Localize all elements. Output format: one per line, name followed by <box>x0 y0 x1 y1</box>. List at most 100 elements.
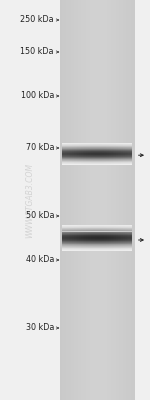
Bar <box>67 245 69 246</box>
Bar <box>72 234 74 235</box>
Bar <box>74 241 76 242</box>
Bar <box>83 250 84 251</box>
Bar <box>88 249 90 250</box>
Bar <box>111 227 113 228</box>
Bar <box>74 246 76 247</box>
Bar <box>104 225 106 226</box>
Bar <box>128 226 130 227</box>
Bar <box>63 226 65 227</box>
Bar <box>113 250 114 251</box>
Bar <box>127 228 129 229</box>
Bar <box>95 225 97 226</box>
Bar <box>100 243 102 244</box>
Bar <box>102 249 104 250</box>
Bar <box>106 244 107 245</box>
Bar <box>86 235 88 236</box>
Bar <box>70 247 72 248</box>
Bar <box>127 248 129 249</box>
Bar <box>111 234 113 235</box>
Bar <box>83 243 84 244</box>
Bar <box>74 227 76 228</box>
Bar <box>118 244 120 245</box>
Bar <box>85 0 87 400</box>
Bar <box>113 236 114 237</box>
Bar <box>92 250 93 251</box>
Bar <box>61 226 63 227</box>
Bar <box>92 237 93 238</box>
Bar <box>65 227 67 228</box>
Bar <box>100 225 102 226</box>
Bar <box>92 247 93 248</box>
Bar <box>116 234 118 235</box>
Bar <box>74 232 76 233</box>
Bar <box>74 234 76 235</box>
Bar <box>67 241 69 242</box>
Bar <box>103 0 105 400</box>
Bar <box>114 239 116 240</box>
Bar <box>69 250 70 251</box>
Bar <box>109 249 111 250</box>
Bar <box>86 242 88 243</box>
Bar <box>118 236 120 237</box>
Bar <box>69 233 70 234</box>
Bar <box>86 231 88 232</box>
Bar <box>77 238 79 239</box>
Bar <box>90 229 92 230</box>
Bar <box>84 234 86 235</box>
Bar <box>67 244 69 245</box>
Bar <box>74 228 76 229</box>
Bar <box>125 240 127 241</box>
Bar <box>114 246 116 247</box>
Bar <box>90 234 92 235</box>
Bar <box>79 241 81 242</box>
Bar <box>97 240 99 241</box>
Bar <box>93 235 95 236</box>
Bar <box>116 225 118 226</box>
Bar <box>81 226 83 227</box>
Bar <box>99 242 100 243</box>
Bar <box>72 238 74 239</box>
Bar <box>86 243 88 244</box>
Bar <box>130 239 132 240</box>
Bar <box>120 236 122 237</box>
Bar <box>120 235 122 236</box>
Bar <box>123 237 125 238</box>
Bar <box>88 237 90 238</box>
Bar <box>93 248 95 249</box>
Bar <box>99 250 100 251</box>
Bar <box>116 237 118 238</box>
Bar <box>70 250 72 251</box>
Bar <box>65 225 67 226</box>
Bar <box>111 242 113 243</box>
Bar <box>93 228 95 229</box>
Bar <box>90 231 92 232</box>
Bar <box>118 243 120 244</box>
Bar <box>77 245 79 246</box>
Bar <box>123 244 125 245</box>
Bar <box>111 233 113 234</box>
Bar <box>113 228 114 229</box>
Bar <box>70 241 72 242</box>
Bar <box>81 242 83 243</box>
Bar <box>67 250 69 251</box>
Bar <box>102 241 104 242</box>
Bar <box>72 237 74 238</box>
Bar <box>127 226 129 227</box>
Bar <box>97 227 99 228</box>
Bar <box>113 247 114 248</box>
Bar <box>99 235 100 236</box>
Bar <box>76 238 77 239</box>
Bar <box>109 242 111 243</box>
Bar <box>107 250 109 251</box>
Bar <box>74 242 76 243</box>
Bar <box>117 0 118 400</box>
Bar <box>125 242 127 243</box>
Bar <box>70 242 72 243</box>
Bar <box>130 225 132 226</box>
Bar <box>107 225 109 226</box>
Bar <box>116 250 118 251</box>
Bar <box>72 243 74 244</box>
Bar <box>113 227 114 228</box>
Bar <box>122 232 123 233</box>
Bar <box>72 244 74 245</box>
